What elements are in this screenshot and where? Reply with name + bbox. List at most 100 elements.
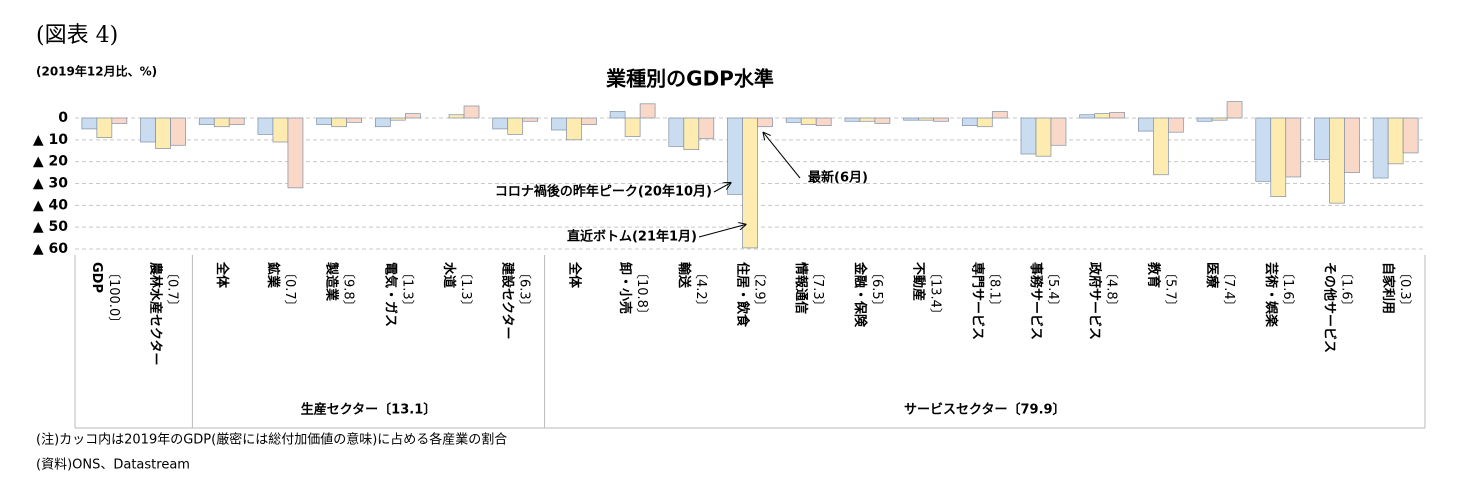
y-tick-label: ▲ 10 (33, 132, 68, 148)
bar (155, 117, 171, 149)
bar (844, 117, 861, 122)
bar (800, 117, 817, 125)
bar (1226, 101, 1243, 119)
bar (1196, 117, 1213, 122)
x-tick-label: 水道 (441, 262, 457, 288)
x-tick-label: その他サービス (1321, 262, 1337, 353)
bar (874, 117, 891, 124)
bar (170, 117, 186, 146)
x-tick-label: 卸・小売 (617, 262, 633, 314)
y-tick-label: ▲ 40 (33, 197, 68, 213)
x-tick-label: 全体 (214, 261, 230, 289)
x-tick-label: 専門サービス (969, 262, 985, 340)
group-label: サービスセクター〔79.9〕 (904, 402, 1066, 418)
bar (609, 111, 626, 119)
category-weight: 〔1.3〕 (399, 266, 414, 313)
annotation: 直近ボトム(21年1月) (567, 229, 697, 245)
x-tick-label: 政府サービス (1087, 262, 1103, 340)
bar (111, 117, 128, 124)
bar (624, 117, 641, 137)
bar (1387, 117, 1404, 165)
x-tick-label: 住居・飲食 (735, 262, 751, 328)
unit-label: (2019年12月比、%) (36, 64, 157, 79)
bar (1329, 117, 1345, 204)
bar (287, 117, 304, 189)
bar (1138, 117, 1154, 132)
bar (933, 117, 949, 122)
category-weight: 〔4.8〕 (1104, 266, 1119, 313)
x-tick-label: 輸送 (676, 262, 692, 289)
bar (316, 117, 332, 125)
x-tick-label: 情報通信 (793, 262, 809, 314)
bar (1020, 117, 1037, 155)
bar (698, 117, 715, 140)
figure-label: (図表 4) (36, 23, 118, 48)
bar (1168, 117, 1184, 133)
bar (1255, 117, 1272, 182)
bar (581, 117, 597, 125)
x-tick-label: 鉱業 (265, 262, 281, 289)
bar (257, 117, 274, 135)
x-tick-label: 農林水産セクター (148, 262, 164, 365)
category-weight: 〔7.4〕 (1221, 266, 1236, 313)
bar (213, 117, 230, 128)
bar (1372, 117, 1389, 179)
note: (資料)ONS、Datastream (36, 458, 190, 473)
category-weight: 〔1.6〕 (1338, 266, 1353, 313)
x-tick-label: 芸術・娯楽 (1263, 262, 1279, 328)
category-weight: 〔1.6〕 (1280, 266, 1295, 313)
bar (140, 117, 156, 143)
category-weight: 〔5.4〕 (1045, 266, 1060, 313)
bar (331, 117, 347, 128)
y-tick-label: ▲ 20 (33, 154, 68, 170)
bar (228, 117, 245, 125)
category-weight: 〔6.5〕 (869, 266, 884, 313)
bar (404, 113, 421, 119)
group-label: 生産セクター〔13.1〕 (301, 402, 437, 418)
bar (551, 117, 567, 131)
bar (903, 117, 919, 121)
category-weight: 〔13.4〕 (928, 266, 943, 321)
bar (463, 105, 480, 119)
bar (815, 117, 832, 126)
bar (1402, 117, 1419, 154)
bar (976, 117, 993, 128)
annotation-arrow (764, 133, 801, 179)
bar (1344, 117, 1360, 173)
bar (639, 103, 656, 119)
bar (1094, 113, 1111, 119)
category-weight: 〔0.3〕 (1397, 266, 1412, 313)
annotation-arrow (713, 183, 731, 193)
bar (918, 117, 934, 121)
y-tick-label: 0 (58, 110, 68, 126)
annotation: 最新(6月) (808, 170, 868, 186)
bar (683, 117, 700, 151)
bar (346, 117, 362, 123)
bar (374, 117, 391, 128)
bar (272, 117, 289, 143)
y-tick-label: ▲ 50 (33, 219, 68, 235)
bar (81, 117, 98, 130)
bar (1314, 117, 1330, 160)
x-tick-label: 製造業 (324, 261, 340, 302)
category-weight: 〔5.7〕 (1162, 266, 1177, 313)
y-tick-label: ▲ 30 (33, 176, 68, 192)
x-tick-label: 全体 (566, 261, 582, 289)
y-tick-label: ▲ 60 (33, 241, 68, 257)
bar (1050, 117, 1067, 146)
bar (859, 117, 876, 122)
bar (96, 117, 113, 138)
bar (566, 117, 582, 141)
bar (522, 117, 539, 122)
bar (785, 117, 802, 123)
x-tick-label: GDP (89, 262, 104, 293)
bar (1153, 117, 1169, 176)
x-tick-label: 事務サービス (1028, 262, 1044, 340)
note: (注)カッコ内は2019年のGDP(厳密には総付加価値の意味)に占める各産業の割… (36, 432, 507, 448)
bar (198, 117, 215, 125)
category-weight: 〔6.3〕 (517, 266, 532, 313)
category-weight: 〔8.1〕 (986, 266, 1001, 313)
category-weight: 〔0.7〕 (165, 266, 180, 313)
category-weight: 〔1.3〕 (458, 266, 473, 313)
